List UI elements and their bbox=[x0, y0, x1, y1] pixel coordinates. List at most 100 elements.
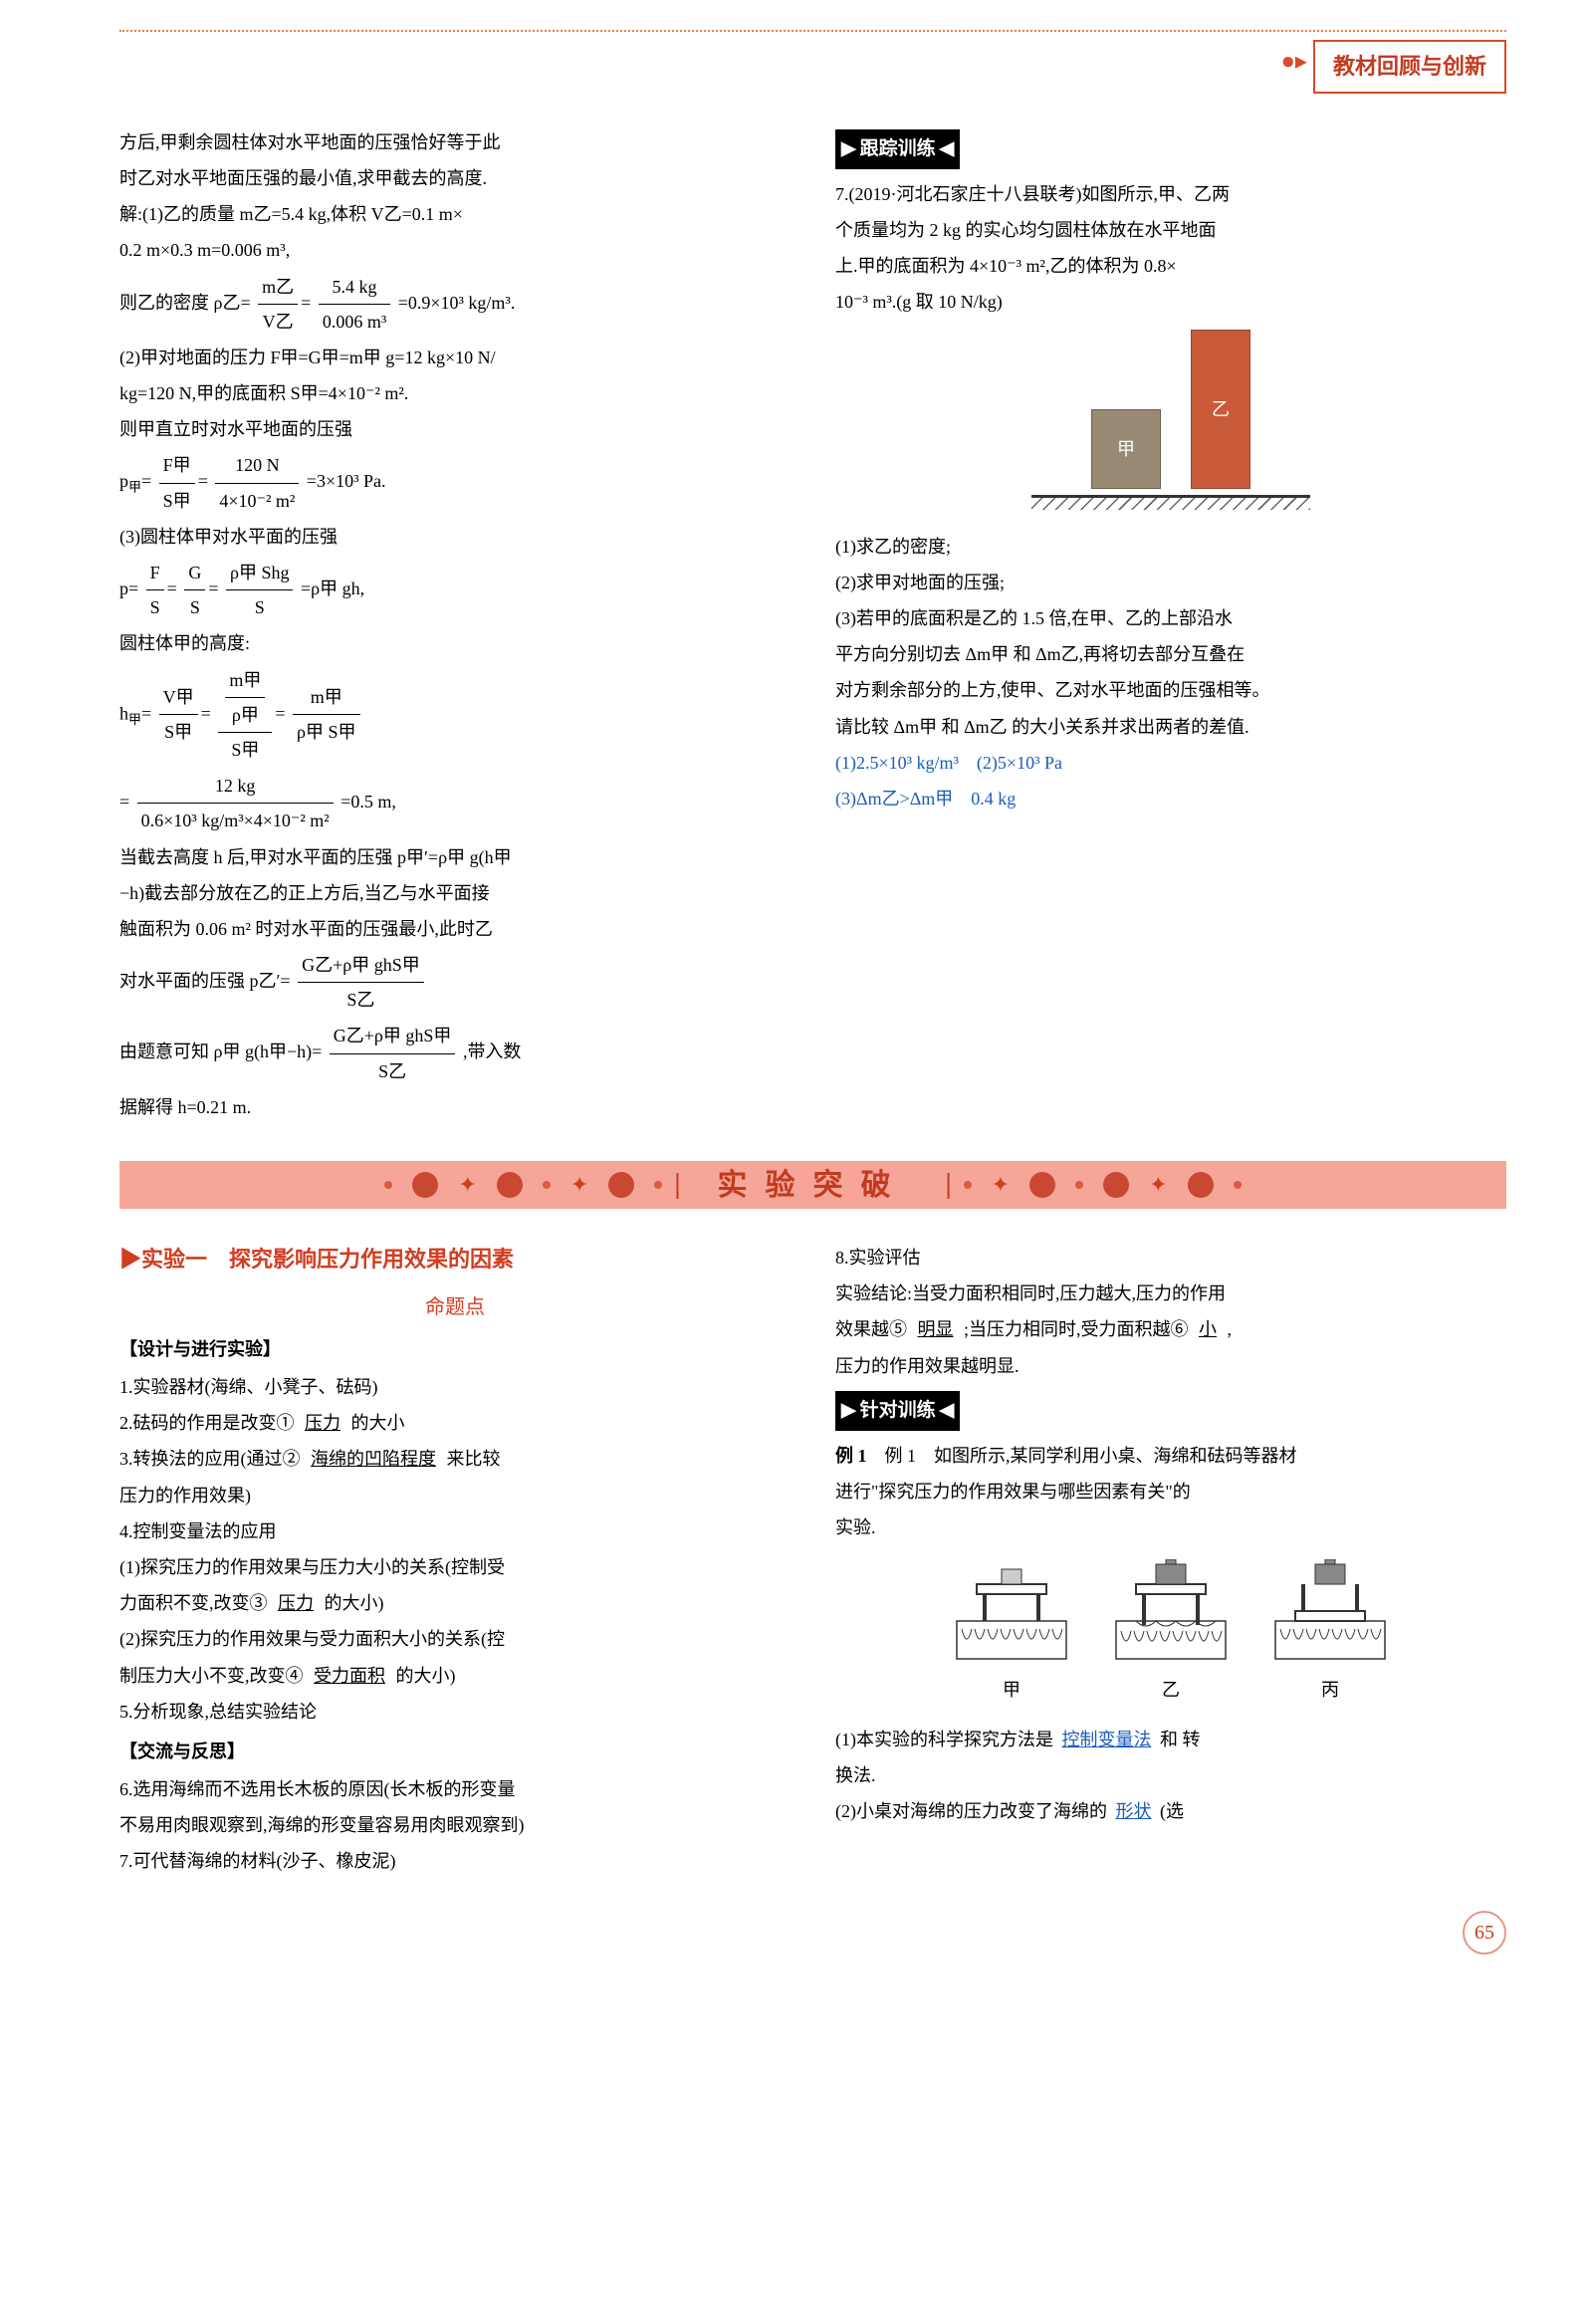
star-icon: ✦ bbox=[570, 1164, 588, 1206]
question-text: 换法. bbox=[835, 1758, 1506, 1792]
denominator: S甲 bbox=[159, 715, 198, 749]
bottom-columns: ▶实验一 探究影响压力作用效果的因素 命题点 【设计与进行实验】 1.实验器材(… bbox=[119, 1239, 1506, 1881]
numerator: m甲 bbox=[293, 680, 360, 715]
list-item: 力面积不变,改变③ 压力 的大小) bbox=[119, 1586, 791, 1620]
numerator: m乙 bbox=[258, 270, 298, 305]
subquestion: 请比较 Δm甲 和 Δm乙 的大小关系并求出两者的差值. bbox=[835, 710, 1506, 744]
fraction: F甲S甲 bbox=[159, 448, 195, 517]
dots-right: ✦ ✦ bbox=[964, 1164, 1242, 1206]
tracking-practice-header: 跟踪训练 bbox=[835, 129, 960, 169]
bottom-right-column: 8.实验评估 实验结论:当受力面积相同时,压力越大,压力的作用 效果越⑤ 明显 … bbox=[835, 1239, 1506, 1881]
dot-icon bbox=[1188, 1172, 1214, 1198]
header-tab: ●▸ 教材回顾与创新 bbox=[119, 30, 1506, 94]
question-text: 上.甲的底面积为 4×10⁻³ m²,乙的体积为 0.8× bbox=[835, 249, 1506, 283]
text-line: 方后,甲剩余圆柱体对水平地面的压强恰好等于此 bbox=[119, 125, 791, 159]
answer-text: (3)Δm乙>Δm甲 0.4 kg bbox=[835, 782, 1506, 815]
denominator: S bbox=[184, 590, 205, 624]
figure-yi: 乙 bbox=[1106, 1559, 1236, 1707]
list-item: 8.实验评估 bbox=[835, 1241, 1506, 1275]
denominator: ρ甲 S甲 bbox=[293, 715, 360, 749]
page-number-value: 65 bbox=[1463, 1911, 1506, 1955]
divider-bar: | bbox=[674, 1161, 680, 1209]
fraction: FS bbox=[146, 556, 164, 624]
text-line: 圆柱体甲的高度: bbox=[119, 626, 791, 660]
blue-answer: 控制变量法 bbox=[1058, 1730, 1156, 1749]
header-tab-title: 教材回顾与创新 bbox=[1313, 40, 1506, 94]
denominator: S甲 bbox=[218, 733, 272, 767]
num-inner: m甲 bbox=[225, 663, 265, 698]
figure-caption: 甲 bbox=[947, 1673, 1076, 1707]
numerator: G bbox=[184, 556, 205, 590]
text-line: 时乙对水平地面压强的最小值,求甲截去的高度. bbox=[119, 161, 791, 195]
text-line: 0.2 m×0.3 m=0.006 m³, bbox=[119, 233, 791, 267]
text: =3×10³ Pa. bbox=[307, 471, 386, 491]
figure-bing: 丙 bbox=[1265, 1559, 1395, 1707]
text: =0.5 m, bbox=[340, 792, 396, 812]
numerator: 12 kg bbox=[137, 769, 334, 804]
text: (1)本实验的科学探究方法是 bbox=[835, 1730, 1053, 1749]
text-line: 实验结论:当受力面积相同时,压力越大,压力的作用 bbox=[835, 1277, 1506, 1310]
right-column: 跟踪训练 7.(2019·河北石家庄十八县联考)如图所示,甲、乙两 个质量均为 … bbox=[835, 123, 1506, 1126]
figure-jia: 甲 bbox=[947, 1559, 1076, 1707]
blank-answer: 压力 bbox=[272, 1593, 320, 1613]
blue-answer: 形状 bbox=[1112, 1801, 1156, 1821]
left-column: 方后,甲剩余圆柱体对水平地面的压强恰好等于此 时乙对水平地面压强的最小值,求甲截… bbox=[119, 123, 791, 1126]
text: 对水平面的压强 p乙′= bbox=[119, 971, 291, 991]
list-item: 4.控制变量法的应用 bbox=[119, 1514, 791, 1548]
blocks-container: 甲 乙 bbox=[1091, 330, 1250, 495]
subquestion: 平方向分别切去 Δm甲 和 Δm乙,再将切去部分互叠在 bbox=[835, 637, 1506, 671]
figure-caption: 乙 bbox=[1106, 1673, 1236, 1707]
list-item: 5.分析现象,总结实验结论 bbox=[119, 1695, 791, 1729]
list-item: 不易用肉眼观察到,海绵的形变量容易用肉眼观察到) bbox=[119, 1808, 791, 1842]
list-item: (1)探究压力的作用效果与压力大小的关系(控制受 bbox=[119, 1550, 791, 1584]
question-text: 7.(2019·河北石家庄十八县联考)如图所示,甲、乙两 bbox=[835, 177, 1506, 211]
text: 由题意可知 ρ甲 g(h甲−h)= bbox=[119, 1042, 322, 1061]
dots-left: ✦ ✦ bbox=[384, 1164, 662, 1206]
page-number: 65 bbox=[119, 1911, 1506, 1955]
dot-icon bbox=[1234, 1181, 1242, 1189]
table-sponge-weight-icon bbox=[1106, 1559, 1236, 1669]
denominator: S乙 bbox=[298, 983, 424, 1017]
denominator: 0.006 m³ bbox=[319, 305, 390, 339]
list-item: 6.选用海绵而不选用长木板的原因(长木板的形变量 bbox=[119, 1772, 791, 1806]
fraction: V甲S甲 bbox=[159, 680, 198, 749]
text-line: 压力的作用效果越明显. bbox=[835, 1349, 1506, 1383]
question-text: (2)小桌对海绵的压力改变了海绵的 形状 (选 bbox=[835, 1794, 1506, 1828]
text: 制压力大小不变,改变④ bbox=[119, 1666, 304, 1686]
star-icon: ✦ bbox=[458, 1164, 476, 1206]
fraction: m甲ρ甲 S甲 bbox=[293, 680, 360, 749]
numerator: F bbox=[146, 556, 164, 590]
text: 的大小) bbox=[325, 1593, 384, 1613]
text-line: 当截去高度 h 后,甲对水平面的压强 p甲′=ρ甲 g(h甲 bbox=[119, 840, 791, 874]
section-heading: 【设计与进行实验】 bbox=[119, 1332, 791, 1366]
text: = bbox=[119, 792, 129, 812]
text-line: kg=120 N,甲的底面积 S甲=4×10⁻² m². bbox=[119, 376, 791, 410]
numerator: m甲ρ甲 bbox=[218, 663, 272, 733]
text: (选 bbox=[1160, 1801, 1184, 1821]
section-heading: 【交流与反思】 bbox=[119, 1735, 791, 1768]
text-line: 据解得 h=0.21 m. bbox=[119, 1090, 791, 1124]
list-item: (2)探究压力的作用效果与受力面积大小的关系(控 bbox=[119, 1622, 791, 1656]
blank-answer: 压力 bbox=[299, 1413, 346, 1433]
den-inner: ρ甲 bbox=[225, 698, 265, 732]
formula: p甲= F甲S甲= 120 N4×10⁻² m² =3×10³ Pa. bbox=[119, 448, 791, 517]
blank-answer: 小 bbox=[1193, 1319, 1223, 1339]
text-line: 触面积为 0.06 m² 时对水平面的压强最小,此时乙 bbox=[119, 912, 791, 946]
top-columns: 方后,甲剩余圆柱体对水平地面的压强恰好等于此 时乙对水平地面压强的最小值,求甲截… bbox=[119, 123, 1506, 1126]
dot-icon bbox=[608, 1172, 634, 1198]
text: , bbox=[1228, 1319, 1233, 1339]
denominator: S乙 bbox=[330, 1054, 456, 1088]
denominator: S bbox=[146, 590, 164, 624]
numerator: G乙+ρ甲 ghS甲 bbox=[330, 1019, 456, 1053]
text-line: 解:(1)乙的质量 m乙=5.4 kg,体积 V乙=0.1 m× bbox=[119, 197, 791, 231]
text: 的大小 bbox=[351, 1413, 405, 1433]
example-label: 例 1 bbox=[835, 1446, 867, 1466]
text: 3.转换法的应用(通过② bbox=[119, 1449, 301, 1469]
denominator: 0.6×10³ kg/m³×4×10⁻² m² bbox=[137, 804, 334, 837]
list-item: 制压力大小不变,改变④ 受力面积 的大小) bbox=[119, 1659, 791, 1693]
tab-arrow-icon: ●▸ bbox=[1280, 40, 1307, 94]
text: ;当压力相同时,受力面积越⑥ bbox=[964, 1319, 1189, 1339]
text: 的大小) bbox=[396, 1666, 456, 1686]
dot-icon bbox=[964, 1181, 972, 1189]
fraction: G乙+ρ甲 ghS甲S乙 bbox=[298, 948, 424, 1017]
